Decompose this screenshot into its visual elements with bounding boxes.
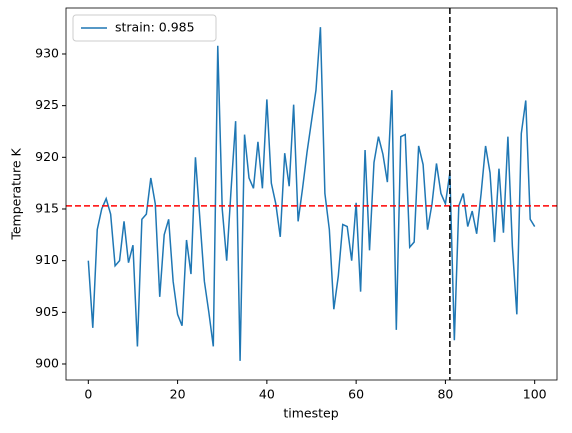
y-tick-label: 920 xyxy=(35,149,59,164)
legend-label: strain: 0.985 xyxy=(115,20,195,35)
x-tick-label: 20 xyxy=(170,387,186,402)
y-tick-label: 910 xyxy=(35,252,59,267)
x-tick-label: 0 xyxy=(84,387,92,402)
data-line xyxy=(87,27,536,361)
y-tick-label: 925 xyxy=(35,97,59,112)
y-tick-label: 905 xyxy=(35,304,59,319)
y-tick-label: 915 xyxy=(35,200,59,215)
legend-box xyxy=(72,14,217,42)
y-tick-label: 900 xyxy=(35,355,59,370)
plot-frame xyxy=(65,7,558,381)
y-tick-label: 930 xyxy=(35,45,59,60)
x-tick-label: 100 xyxy=(523,387,547,402)
x-axis-label: timestep xyxy=(283,406,338,421)
y-axis-label: Temperature K xyxy=(9,148,24,241)
x-tick-label: 80 xyxy=(437,387,453,402)
x-tick-label: 60 xyxy=(348,387,364,402)
x-tick-label: 40 xyxy=(259,387,275,402)
